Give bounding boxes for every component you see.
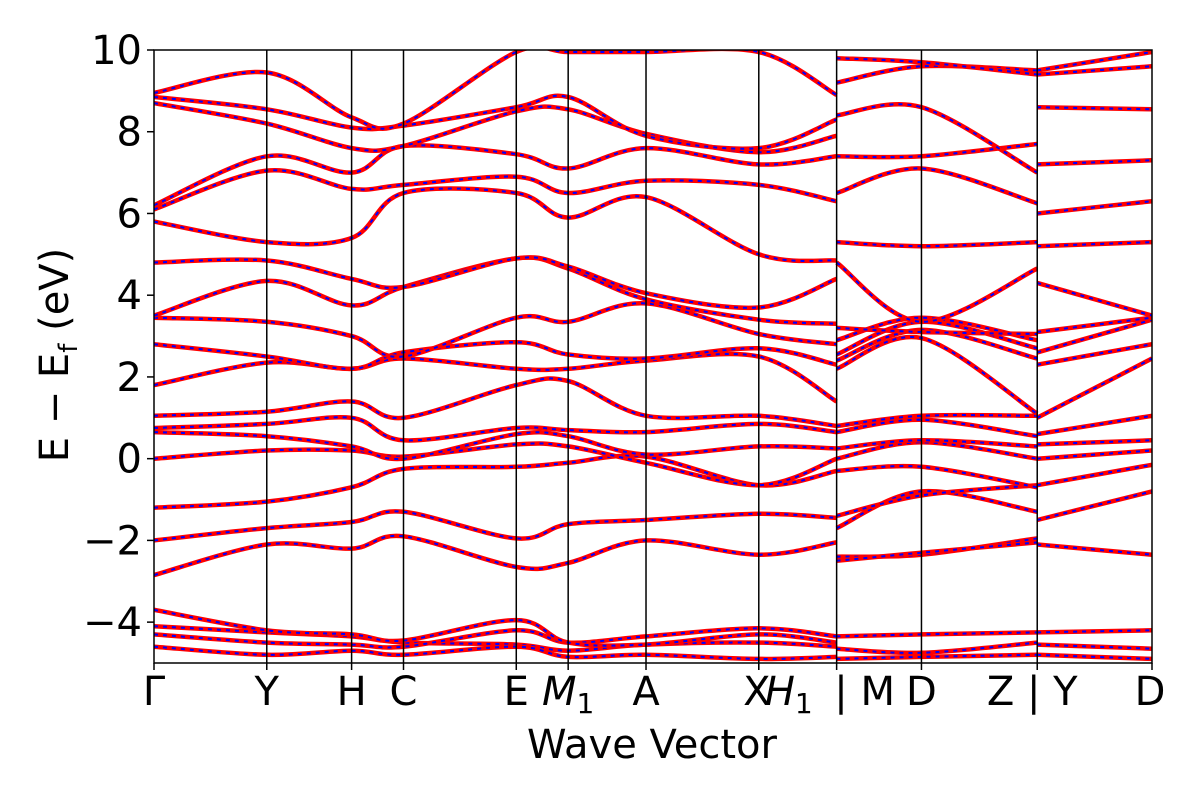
band-line-overlay-seg2-b2 bbox=[1037, 463, 1152, 487]
band-line-overlay-seg2-b13 bbox=[1037, 159, 1152, 166]
band-line-overlay-seg0-b5 bbox=[154, 416, 837, 442]
band-line-overlay-seg2-b18 bbox=[1037, 643, 1152, 650]
band-line-seg1-b14 bbox=[835, 260, 1039, 325]
band-line-seg1-b16 bbox=[835, 166, 1038, 206]
x-tick-label: D bbox=[906, 669, 937, 715]
band-line-seg0-b21 bbox=[154, 644, 837, 662]
band-line-seg0-b14 bbox=[154, 143, 837, 208]
y-axis-label: E − Ef (eV) bbox=[32, 248, 84, 463]
y-tick-label: 8 bbox=[117, 110, 142, 156]
kpoint-lines-layer bbox=[266, 50, 1038, 663]
band-line-overlay-seg2-b0 bbox=[1037, 543, 1152, 556]
band-line-overlay-seg0-b16 bbox=[154, 94, 837, 150]
x-tick-label: C bbox=[390, 669, 418, 715]
y-tick-label: 10 bbox=[91, 28, 142, 74]
band-line-overlay-seg2-b12 bbox=[1037, 200, 1152, 215]
band-line-overlay-seg1-b5 bbox=[836, 441, 1038, 460]
band-line-overlay-seg2-b17 bbox=[1037, 629, 1152, 634]
band-line-overlay-seg1-b16 bbox=[836, 167, 1038, 205]
band-line-overlay-seg2-b15 bbox=[1037, 65, 1152, 76]
y-tick-label: −2 bbox=[83, 518, 142, 564]
band-line-overlay-seg1-b7 bbox=[836, 418, 1038, 438]
band-line-overlay-seg0-b21 bbox=[154, 645, 837, 660]
band-line-overlay-seg2-b4 bbox=[1037, 439, 1152, 446]
band-line-overlay-seg1-b4 bbox=[836, 465, 1038, 489]
band-line-overlay-seg2-b5 bbox=[1037, 414, 1152, 436]
band-line-overlay-seg0-b7 bbox=[154, 352, 838, 403]
band-line-overlay-seg2-b6 bbox=[1036, 357, 1152, 419]
x-tick-label: Γ bbox=[143, 669, 166, 715]
band-line-overlay-seg2-b3 bbox=[1037, 449, 1152, 460]
band-line-overlay-seg1-b1 bbox=[836, 541, 1038, 562]
y-axis-label-sub: f bbox=[54, 343, 84, 353]
x-tick-label: H bbox=[337, 669, 367, 715]
band-line-overlay-seg2-b9 bbox=[1037, 316, 1152, 333]
band-line-overlay-seg1-b6 bbox=[836, 439, 1038, 450]
band-line-seg2-b5 bbox=[1036, 413, 1152, 437]
y-tick-label: 6 bbox=[117, 191, 142, 237]
band-line-overlay-seg1-b14 bbox=[836, 261, 1038, 323]
band-line-overlay-seg1-b8 bbox=[836, 414, 1038, 427]
band-line-overlay-seg2-b8 bbox=[1036, 318, 1152, 354]
band-line-seg0-b17 bbox=[154, 50, 838, 131]
band-line-seg0-b1 bbox=[154, 509, 837, 543]
bands-layer bbox=[154, 50, 1152, 662]
band-line-seg0-b12 bbox=[154, 186, 837, 264]
band-line-overlay-seg0-b8 bbox=[154, 341, 837, 370]
band-line-seg0-b10 bbox=[154, 255, 837, 327]
band-line-seg0-b7 bbox=[154, 351, 838, 404]
band-line-overlay-seg0-b6 bbox=[154, 377, 837, 427]
band-line-overlay-seg0-b12 bbox=[154, 187, 837, 262]
band-line-overlay-seg0-b20 bbox=[154, 608, 837, 647]
band-line-overlay-seg2-b1 bbox=[1036, 490, 1152, 521]
band-line-overlay-seg1-b18 bbox=[836, 103, 1038, 174]
band-line-overlay-seg0-b19 bbox=[154, 627, 837, 649]
x-tick-label: Y bbox=[254, 669, 280, 715]
y-axis-label-main: E − E bbox=[32, 353, 78, 463]
band-line-overlay-seg1-b3 bbox=[836, 484, 1038, 517]
band-line-overlay-seg2-b7 bbox=[1037, 343, 1152, 366]
band-line-overlay-seg2-b19 bbox=[1037, 653, 1152, 660]
band-line-overlay-seg0-b1 bbox=[154, 510, 837, 542]
band-line-overlay-seg1-b19 bbox=[836, 64, 1038, 84]
band-line-seg1-b18 bbox=[836, 102, 1039, 175]
x-tick-label: E bbox=[504, 669, 529, 715]
x-tick-label: H1 bbox=[765, 669, 813, 720]
band-line-overlay-seg1-b12 bbox=[836, 316, 1038, 342]
x-tick-label: D bbox=[1135, 669, 1166, 715]
band-line-overlay-seg0-b9 bbox=[154, 302, 837, 358]
band-line-seg0-b13 bbox=[154, 167, 838, 212]
band-line-overlay-seg1-b20 bbox=[836, 57, 1038, 76]
y-axis-label-unit: (eV) bbox=[32, 248, 78, 344]
band-line-overlay-seg0-b4 bbox=[154, 431, 837, 460]
band-line-overlay-seg2-b14 bbox=[1037, 106, 1152, 111]
band-line-seg0-b6 bbox=[154, 376, 837, 429]
band-line-overlay-seg2-b10 bbox=[1036, 281, 1152, 317]
band-line-overlay-seg1-b15 bbox=[836, 241, 1038, 248]
band-line-overlay-seg0-b0 bbox=[154, 534, 837, 577]
x-tick-label: X bbox=[743, 669, 770, 715]
y-tick-label: 2 bbox=[117, 355, 142, 401]
band-line-overlay-seg2-b16 bbox=[1037, 51, 1152, 72]
band-line-overlay-seg1-b13 bbox=[836, 326, 1038, 335]
band-line-overlay-seg0-b10 bbox=[154, 256, 837, 325]
y-tick-label: −4 bbox=[83, 600, 142, 646]
x-tick-label: | M bbox=[834, 669, 895, 715]
y-tick-label: 4 bbox=[117, 273, 142, 319]
band-line-overlay-seg2-b11 bbox=[1037, 241, 1152, 248]
band-line-overlay-seg0-b2 bbox=[154, 454, 837, 509]
x-tick-label: M1 bbox=[542, 669, 594, 720]
x-axis-label: Wave Vector bbox=[527, 722, 778, 768]
x-tick-label: A bbox=[632, 669, 660, 715]
band-line-seg0-b0 bbox=[154, 533, 837, 578]
band-line-overlay-seg1-b22 bbox=[836, 641, 1038, 654]
x-tick-label: Z | Y bbox=[987, 669, 1078, 715]
y-ticks-layer: −4 −2 0 2 4 6 8 10 bbox=[83, 28, 154, 646]
plot-frame bbox=[153, 49, 1153, 664]
y-tick-label: 0 bbox=[117, 437, 142, 483]
